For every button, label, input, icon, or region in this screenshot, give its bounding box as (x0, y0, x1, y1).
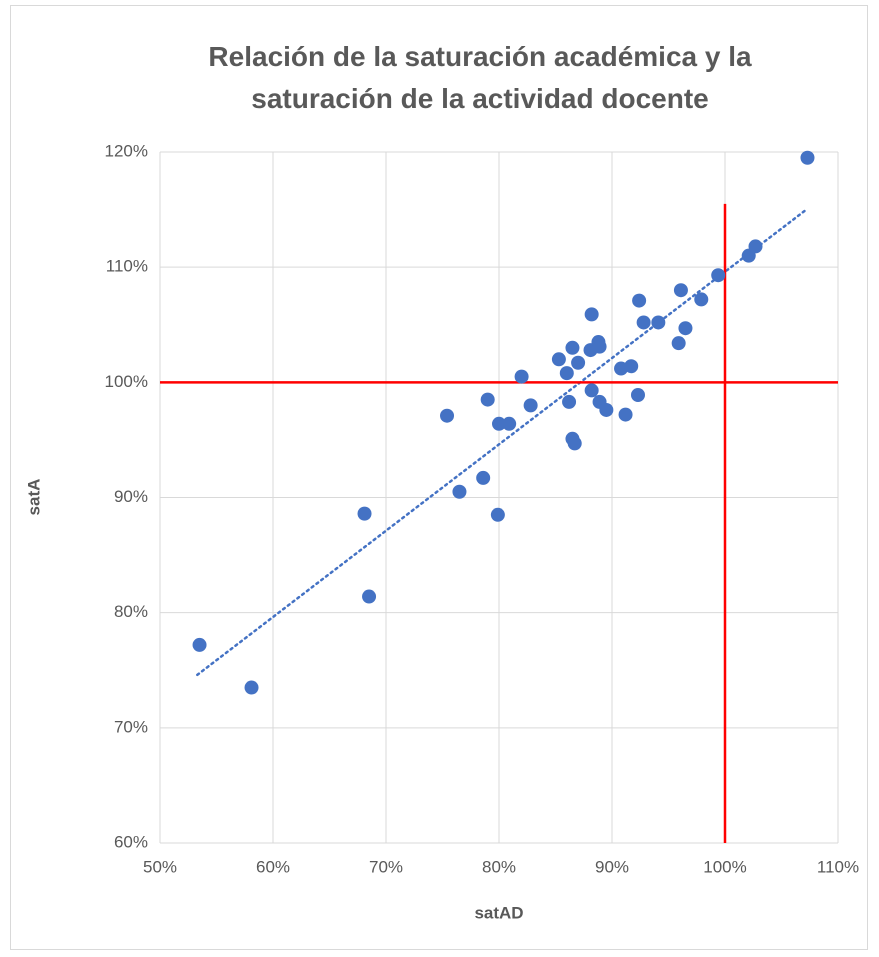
y-tick-label: 100% (105, 372, 148, 391)
chart-title: Relación de la saturación académica y la… (208, 41, 752, 114)
x-tick-label: 110% (817, 857, 859, 876)
point (673, 283, 688, 298)
point (362, 589, 377, 604)
y-tick-label: 120% (105, 141, 148, 160)
point (452, 484, 467, 499)
point (711, 268, 726, 283)
point (559, 366, 574, 381)
trendline (196, 208, 808, 677)
point (440, 408, 455, 423)
point (636, 315, 651, 330)
y-tick-label: 70% (114, 717, 148, 736)
point (671, 336, 686, 351)
y-tick-label: 110% (106, 257, 148, 276)
point (567, 436, 582, 451)
point (490, 507, 505, 522)
point (584, 307, 599, 322)
point (748, 239, 763, 254)
point (565, 340, 580, 355)
point (244, 680, 259, 695)
point (624, 359, 639, 374)
point (502, 416, 517, 431)
point (599, 402, 614, 417)
y-tick-label: 60% (114, 832, 148, 851)
point (192, 637, 207, 652)
x-tick-label: 70% (369, 857, 403, 876)
y-tick-label: 90% (114, 487, 148, 506)
point (480, 392, 495, 407)
x-tick-label: 90% (595, 857, 629, 876)
point (562, 394, 577, 409)
point (584, 383, 599, 398)
point (523, 398, 538, 413)
y-axis-title: satA (24, 479, 43, 516)
x-tick-label: 80% (482, 857, 516, 876)
point (357, 506, 372, 521)
point (630, 388, 645, 403)
point (632, 293, 647, 308)
point (571, 355, 586, 370)
y-tick-label: 80% (114, 602, 148, 621)
x-tick-label: 50% (143, 857, 177, 876)
point (651, 315, 666, 330)
point (592, 339, 607, 354)
point (694, 292, 709, 307)
x-axis-title: satAD (474, 903, 523, 922)
point (618, 407, 633, 422)
point (800, 150, 815, 165)
x-tick-label: 100% (703, 857, 746, 876)
x-tick-label: 60% (256, 857, 290, 876)
point (476, 470, 491, 485)
point (492, 416, 506, 431)
point (551, 352, 566, 367)
point (514, 369, 529, 384)
point (678, 321, 693, 336)
